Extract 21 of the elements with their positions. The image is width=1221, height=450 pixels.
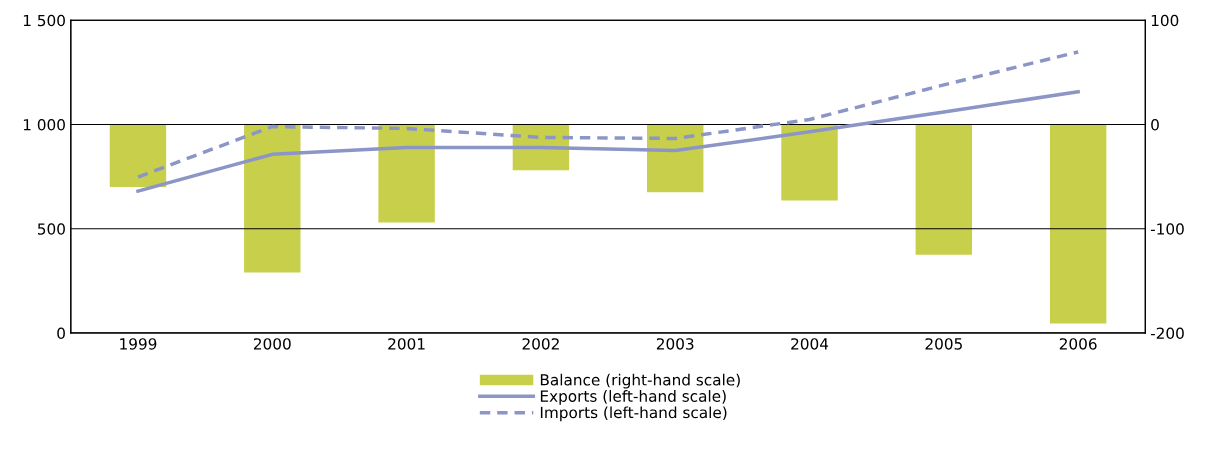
legend-label: Imports (left-hand scale) (540, 406, 727, 422)
x-tick-label: 2005 (925, 338, 962, 350)
x-tick-label: 2004 (791, 338, 829, 350)
y2-tick-label: 0 (1151, 118, 1159, 131)
x-tick-label: 2002 (522, 338, 559, 350)
legend-label: Exports (left-hand scale) (540, 390, 726, 405)
y2-tick-label: 100 (1151, 14, 1179, 27)
line-series (136, 90, 1080, 193)
y-tick-label: 1 000 (23, 118, 65, 131)
x-tick-label: 1999 (120, 338, 157, 350)
y-tick-label: 1 500 (23, 14, 65, 27)
y2-tick-label: -100 (1150, 223, 1184, 235)
y2-tick-label: -200 (1150, 327, 1184, 340)
x-tick-label: 2001 (388, 338, 425, 350)
x-tick-label: 2003 (656, 338, 694, 350)
y-tick-label: 500 (37, 223, 65, 235)
x-tick-label: 2000 (253, 338, 291, 350)
legend-label: Balance (right-hand scale) (540, 373, 740, 389)
x-tick-label: 2006 (1059, 338, 1097, 350)
line-series (136, 50, 1080, 179)
y-tick-label: 0 (57, 327, 65, 340)
